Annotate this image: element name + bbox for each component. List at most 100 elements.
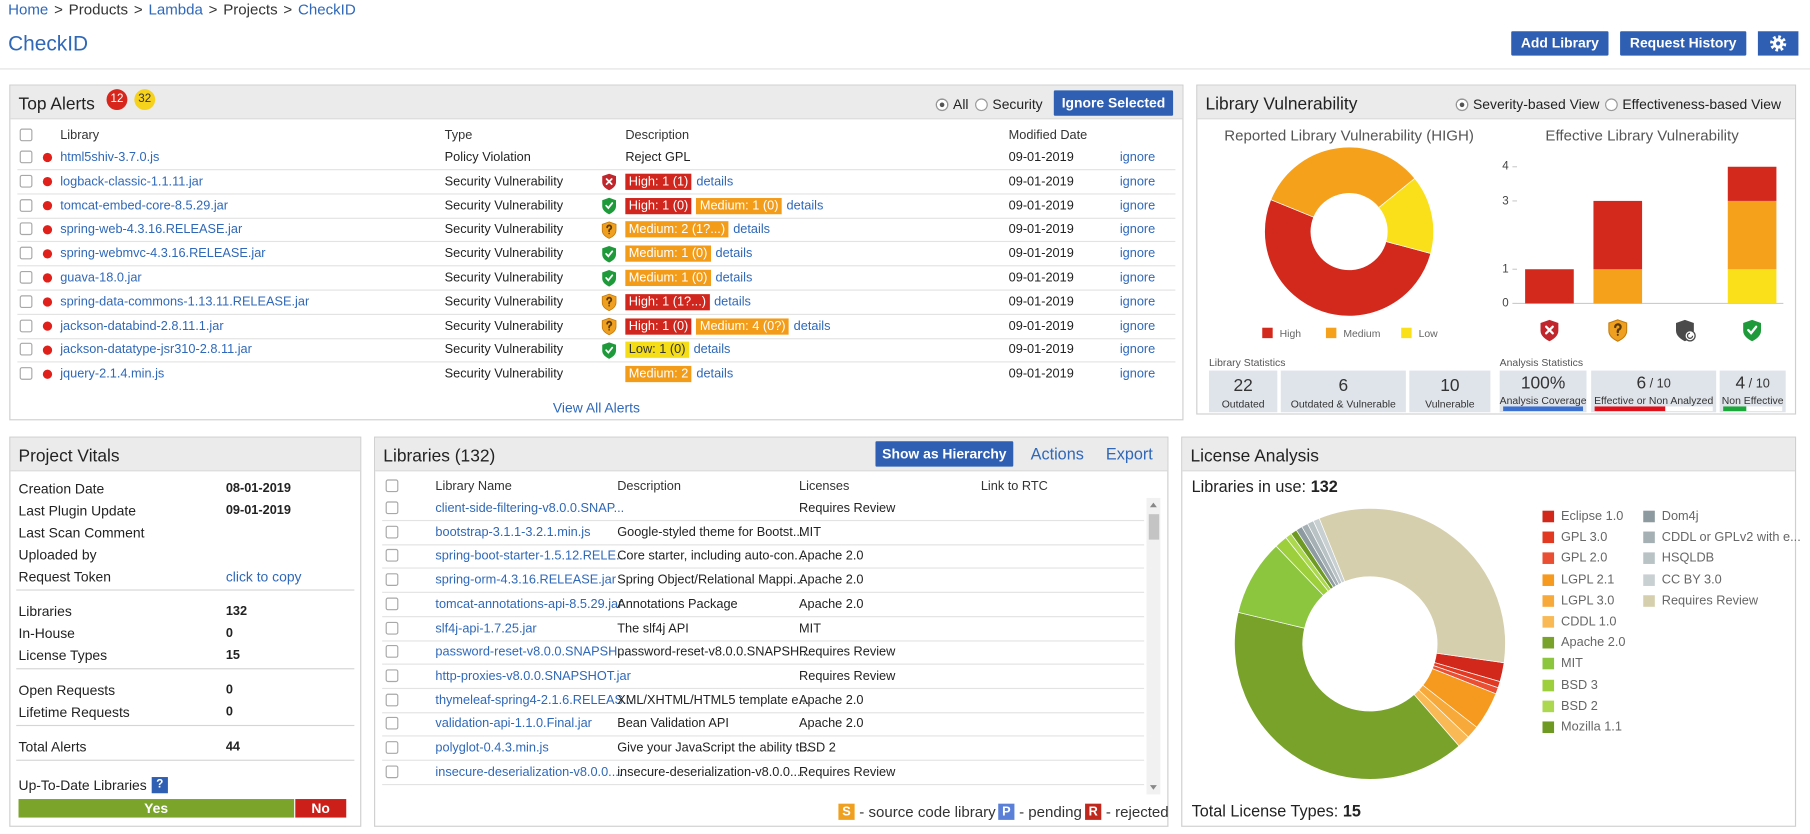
severity-tag: Medium: 2	[625, 366, 692, 383]
show-hierarchy-button[interactable]: Show as Hierarchy	[875, 441, 1014, 467]
library-link[interactable]: spring-web-4.3.16.RELEASE.jar	[60, 222, 243, 237]
ignore-link[interactable]: ignore	[1119, 246, 1156, 261]
library-link[interactable]: tomcat-embed-core-8.5.29.jar	[60, 198, 229, 213]
checkbox[interactable]	[19, 222, 33, 236]
ignore-link[interactable]: ignore	[1119, 295, 1156, 309]
legend-label: Requires Review	[1661, 593, 1759, 608]
checkbox[interactable]	[385, 525, 399, 539]
library-link[interactable]: jquery-2.1.4.min.js	[60, 367, 165, 382]
row-separator	[382, 759, 1145, 761]
vital-label: Last Plugin Update	[18, 502, 136, 519]
legend-swatch	[1542, 510, 1555, 523]
radio-button[interactable]	[1605, 98, 1618, 112]
ignore-link[interactable]: ignore	[1119, 270, 1156, 285]
legend-label: High	[1279, 327, 1302, 340]
checkbox[interactable]	[385, 669, 399, 682]
library-name-link[interactable]: insecure-deserialization-v8.0.0....	[435, 765, 623, 779]
checkbox[interactable]	[385, 693, 399, 706]
up-to-date-yes: Yes	[18, 799, 294, 818]
checkbox[interactable]	[19, 343, 33, 356]
library-name-link[interactable]: validation-api-1.1.0.Final.jar	[435, 717, 592, 732]
details-link[interactable]: details	[696, 174, 734, 189]
checkbox[interactable]	[19, 128, 33, 142]
details-link[interactable]: details	[693, 343, 731, 358]
library-link[interactable]: spring-data-commons-1.13.11.RELEASE.jar	[60, 295, 310, 309]
checkbox[interactable]	[19, 270, 33, 284]
library-name-link[interactable]: tomcat-annotations-api-8.5.29.jar	[435, 597, 623, 612]
checkbox[interactable]	[385, 717, 399, 730]
statistic-value: 6	[1338, 375, 1349, 396]
checkbox[interactable]	[385, 645, 399, 658]
details-link[interactable]: details	[715, 270, 753, 285]
scrollbar-thumb[interactable]	[1148, 514, 1159, 540]
library-name-link[interactable]: polyglot-0.4.3.min.js	[435, 741, 549, 756]
filter-label: Security	[992, 96, 1043, 113]
ignore-link[interactable]: ignore	[1119, 198, 1156, 213]
ignore-link[interactable]: ignore	[1119, 222, 1156, 237]
breadcrumb-item[interactable]: Lambda	[148, 0, 203, 18]
details-link[interactable]: details	[793, 319, 831, 334]
details-link[interactable]: details	[733, 222, 771, 237]
statistic-number: 4	[1735, 373, 1746, 394]
legend-label: CC BY 3.0	[1661, 572, 1722, 587]
actions-button[interactable]: Actions	[1030, 444, 1084, 464]
checkbox[interactable]	[385, 765, 399, 778]
checkbox[interactable]	[385, 501, 399, 515]
library-link[interactable]: guava-18.0.jar	[60, 270, 142, 285]
library-name-link[interactable]: client-side-filtering-v8.0.0.SNAP...	[435, 501, 625, 516]
checkbox[interactable]	[385, 479, 399, 493]
library-link[interactable]: jackson-databind-2.8.11.1.jar	[60, 319, 224, 334]
checkbox[interactable]	[385, 549, 399, 563]
export-button[interactable]: Export	[1105, 444, 1153, 464]
checkbox[interactable]	[19, 198, 33, 212]
settings-button[interactable]	[1757, 31, 1799, 56]
add-library-button[interactable]: Add Library	[1511, 31, 1609, 56]
ignore-link[interactable]: ignore	[1119, 367, 1156, 382]
libraries-in-use: Libraries in use: 132	[1192, 477, 1338, 496]
library-name-link[interactable]: thymeleaf-spring4-2.1.6.RELEAS...	[435, 693, 634, 708]
checkbox[interactable]	[385, 621, 399, 635]
ignore-link[interactable]: ignore	[1119, 174, 1156, 189]
library-name-link[interactable]: http-proxies-v8.0.0.SNAPSHOT.jar	[435, 669, 631, 684]
library-name-link[interactable]: spring-orm-4.3.16.RELEASE.jar	[435, 573, 616, 588]
library-link[interactable]: logback-classic-1.1.11.jar	[60, 174, 203, 189]
checkbox[interactable]	[19, 367, 33, 381]
library-link[interactable]: jackson-datatype-jsr310-2.8.11.jar	[60, 343, 252, 358]
breadcrumb-item[interactable]: Home	[8, 0, 49, 18]
library-name-link[interactable]: password-reset-v8.0.0.SNAPSH...	[435, 645, 628, 660]
panel	[9, 84, 1184, 421]
ignore-link[interactable]: ignore	[1119, 343, 1156, 358]
details-link[interactable]: details	[786, 198, 824, 213]
library-name-link[interactable]: slf4j-api-1.7.25.jar	[435, 621, 537, 636]
checkbox[interactable]	[19, 246, 33, 260]
details-link[interactable]: details	[715, 246, 753, 261]
checkbox[interactable]	[385, 741, 399, 754]
checkbox[interactable]	[385, 597, 399, 611]
checkbox[interactable]	[19, 174, 33, 188]
modified-date: 09-01-2019	[1008, 150, 1074, 165]
ignore-selected-button[interactable]: Ignore Selected	[1053, 90, 1174, 116]
radio-button[interactable]	[975, 98, 988, 112]
view-all-alerts-link[interactable]: View All Alerts	[552, 399, 640, 416]
radio-button[interactable]	[1455, 98, 1469, 112]
copy-token-link[interactable]: click to copy	[225, 568, 302, 585]
library-name-link[interactable]: bootstrap-3.1.1-3.2.1.min.js	[435, 525, 591, 540]
radio-button[interactable]	[935, 98, 949, 112]
ignore-link[interactable]: ignore	[1119, 150, 1156, 165]
checkbox[interactable]	[19, 150, 33, 164]
checkbox[interactable]	[385, 573, 399, 587]
library-link[interactable]: spring-webmvc-4.3.16.RELEASE.jar	[60, 246, 266, 261]
ignore-link[interactable]: ignore	[1119, 319, 1156, 334]
statistic-value: 6/ 10	[1636, 373, 1670, 393]
library-name-link[interactable]: spring-boot-starter-1.5.12.RELE...	[435, 549, 627, 564]
checkbox[interactable]	[19, 295, 33, 308]
checkbox[interactable]	[19, 319, 33, 332]
request-history-button[interactable]: Request History	[1620, 31, 1747, 56]
details-link[interactable]: details	[696, 367, 734, 382]
breadcrumb-item[interactable]: CheckID	[297, 0, 356, 18]
row-separator	[382, 687, 1145, 689]
library-link[interactable]: html5shiv-3.7.0.js	[60, 150, 160, 165]
help-icon[interactable]: ?	[151, 777, 168, 794]
details-link[interactable]: details	[714, 295, 751, 309]
library-license: Apache 2.0	[799, 717, 864, 732]
